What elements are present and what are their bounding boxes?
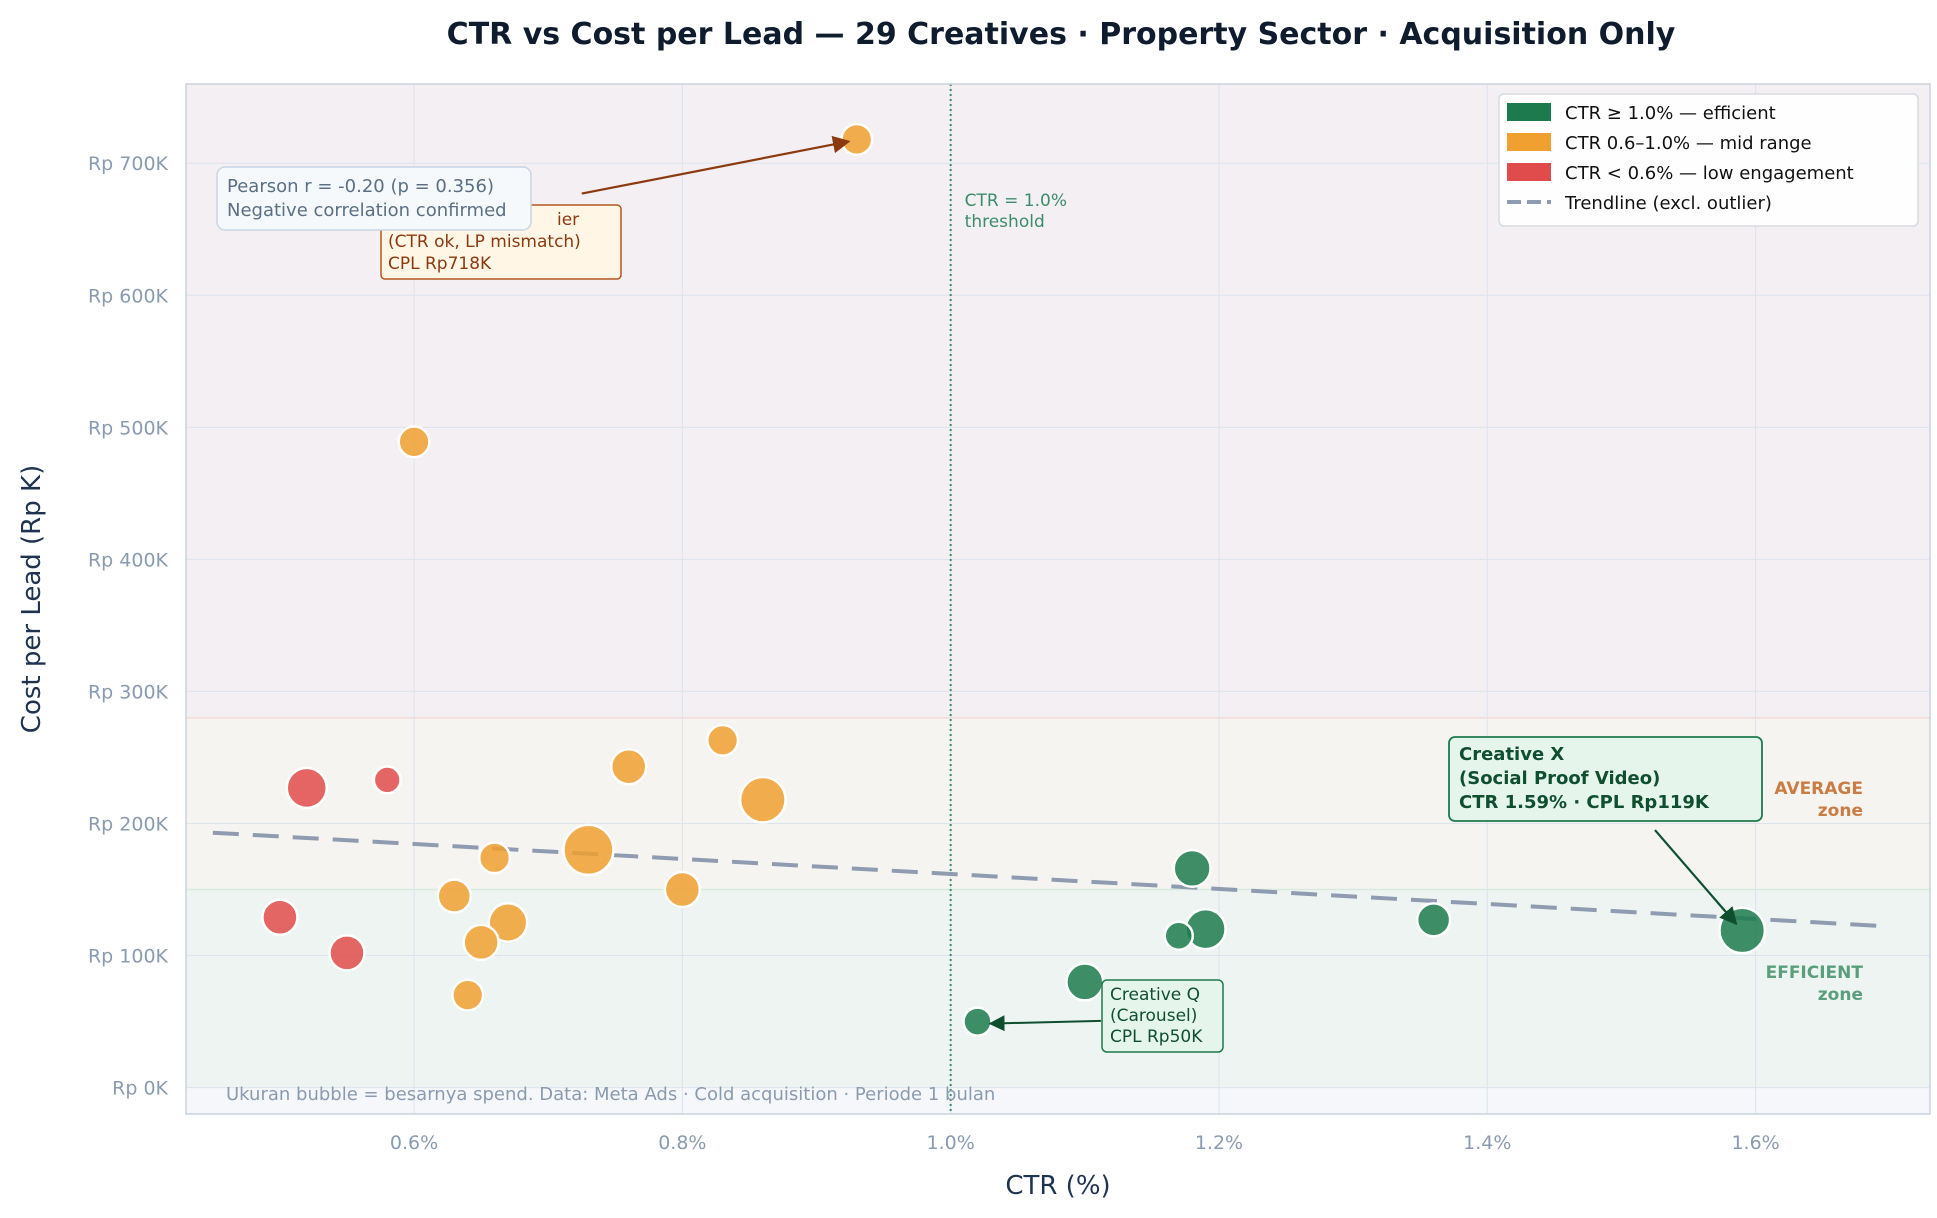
- legend-label-trend: Trendline (excl. outlier): [1564, 193, 1772, 214]
- data-point-mid: [840, 122, 874, 157]
- creative-x-box: [1448, 736, 1763, 822]
- zone-label-efficient: EFFICIENT: [1766, 963, 1864, 983]
- data-points: [261, 122, 1767, 1037]
- x-tick-label: 1.4%: [1463, 1132, 1511, 1154]
- legend-swatch-low: [1507, 163, 1551, 181]
- footnote: Ukuran bubble = besarnya spend. Data: Me…: [226, 1084, 995, 1105]
- data-point-mid: [451, 978, 485, 1012]
- creative-q-arrow: [988, 1015, 1101, 1032]
- zone-efficient: [186, 889, 1930, 1088]
- x-tick-label: 1.6%: [1731, 1132, 1779, 1154]
- stats-text: Pearson r = -0.20 (p = 0.356): [227, 176, 494, 197]
- zone-label-average: AVERAGE: [1774, 779, 1863, 799]
- data-point-efficient: [1065, 962, 1105, 1002]
- x-tick-label: 1.2%: [1195, 1132, 1243, 1154]
- zone-label-average: zone: [1818, 801, 1863, 821]
- legend: CTR ≥ 1.0% — efficient CTR 0.6–1.0% — mid…: [1498, 93, 1919, 227]
- stats-box: [216, 166, 532, 231]
- legend-label-mid: CTR 0.6–1.0% — mid range: [1565, 133, 1812, 154]
- data-point-low: [372, 765, 402, 795]
- outlier-text: ier: [557, 210, 579, 230]
- x-axis-label: CTR (%): [1005, 1171, 1110, 1201]
- x-axis-ticks: 0.6% 0.8% 1.0% 1.2% 1.4% 1.6%: [390, 1132, 1780, 1154]
- data-point-mid: [738, 775, 787, 824]
- creative-q-box: [1101, 979, 1224, 1053]
- zone-label-efficient: zone: [1818, 985, 1863, 1005]
- data-point-mid: [477, 841, 512, 875]
- y-tick-label: Rp 200K: [88, 813, 169, 835]
- y-axis-label: Cost per Lead (Rp K): [17, 465, 47, 733]
- data-point-efficient: [1163, 920, 1194, 951]
- creative-x-text: CTR 1.59% · CPL Rp119K: [1459, 792, 1710, 813]
- threshold-label: CTR = 1.0%: [965, 191, 1067, 211]
- y-tick-label: Rp 600K: [88, 285, 169, 307]
- chart-title: CTR vs Cost per Lead — 29 Creatives · Pr…: [447, 17, 1676, 52]
- y-tick-label: Rp 100K: [88, 946, 169, 968]
- plot-frame: [185, 83, 1931, 1115]
- data-point-low: [261, 898, 299, 936]
- legend-box: [1498, 93, 1919, 227]
- x-tick-label: 1.0%: [927, 1132, 975, 1154]
- legend-swatch-mid: [1507, 133, 1551, 151]
- data-point-mid: [487, 902, 529, 944]
- creative-q-text: Creative Q: [1110, 985, 1200, 1005]
- legend-swatch-efficient: [1507, 103, 1551, 121]
- y-tick-label: Rp 400K: [88, 549, 169, 571]
- x-tick-label: 0.6%: [390, 1132, 438, 1154]
- data-point-efficient: [1718, 906, 1767, 955]
- data-point-low: [285, 766, 328, 810]
- data-point-mid: [462, 923, 500, 962]
- outlier-arrow: [581, 135, 851, 195]
- creative-q-text: CPL Rp50K: [1110, 1027, 1203, 1047]
- creative-q-text: (Carousel): [1110, 1006, 1197, 1026]
- y-tick-label: Rp 700K: [88, 153, 169, 175]
- creative-x-text: Creative X: [1459, 744, 1564, 765]
- threshold-label: threshold: [965, 212, 1045, 232]
- y-tick-label: Rp 0K: [112, 1078, 168, 1100]
- data-point-mid: [663, 870, 702, 909]
- y-tick-label: Rp 300K: [88, 681, 169, 703]
- legend-label-efficient: CTR ≥ 1.0% — efficient: [1565, 103, 1776, 124]
- ctr-threshold: CTR = 1.0%threshold: [949, 84, 1067, 1114]
- data-point-efficient: [1172, 848, 1212, 889]
- outlier-text: CPL Rp718K: [388, 254, 492, 274]
- stats-text: Negative correlation confirmed: [227, 200, 507, 221]
- y-axis-ticks: Rp 0K Rp 100K Rp 200K Rp 300K Rp 400K Rp 500K…: [88, 153, 169, 1099]
- y-tick-label: Rp 500K: [88, 417, 169, 439]
- data-point-mid: [436, 878, 473, 914]
- data-point-efficient: [962, 1006, 993, 1037]
- data-point-mid: [397, 425, 431, 459]
- data-point-efficient: [1415, 902, 1452, 938]
- data-point-mid: [706, 723, 740, 757]
- creative-x-text: (Social Proof Video): [1459, 768, 1660, 789]
- data-point-mid: [562, 823, 615, 877]
- data-point-low: [328, 934, 366, 972]
- legend-label-low: CTR < 0.6% — low engagement: [1565, 163, 1854, 184]
- data-point-mid: [609, 747, 648, 786]
- outlier-text: (CTR ok, LP mismatch): [388, 232, 581, 252]
- creative-x-arrow: [1654, 829, 1738, 926]
- annotations: ier(CTR ok, LP mismatch)CPL Rp718K Pearso…: [216, 135, 1763, 1053]
- zone-baseline: [186, 1087, 1930, 1114]
- x-tick-label: 0.8%: [658, 1132, 706, 1154]
